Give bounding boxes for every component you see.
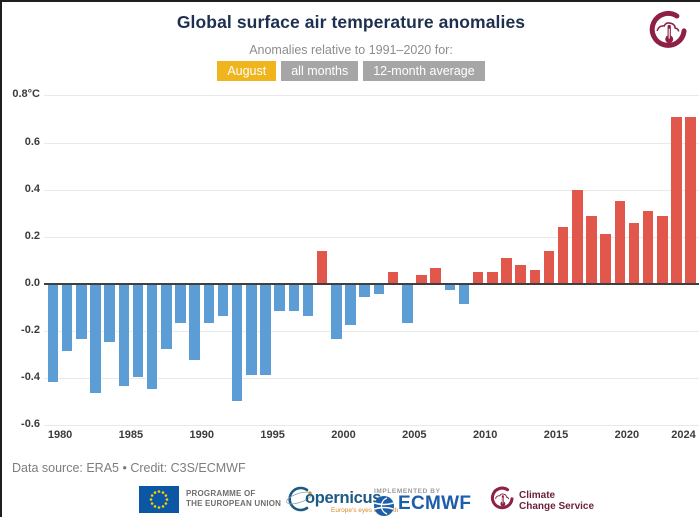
bar-1989[interactable] [189,284,200,361]
x-axis-label: 1990 [189,429,214,441]
bar-1990[interactable] [203,284,215,323]
bar-2004[interactable] [402,284,413,323]
x-axis-label: 2010 [472,429,498,441]
gridline [44,378,699,379]
c3s-logo-icon [488,486,515,517]
tab-all-months[interactable]: all months [281,61,359,81]
bar-1984[interactable] [118,284,130,387]
ecmwf-globe-icon [373,495,395,517]
eu-programme-label: PROGRAMME OF THE EUROPEAN UNION [186,489,281,509]
bar-2002[interactable] [373,284,385,295]
y-axis-label: 0.6 [24,136,40,148]
data-source-credit: Data source: ERA5 • Credit: C3S/ECMWF [12,461,246,475]
bar-1995[interactable] [274,284,285,311]
y-axis-label: -0.2 [21,324,40,336]
gridline [44,331,699,332]
chart-subtitle: Anomalies relative to 1991–2020 for: [249,43,453,57]
gridline [44,190,699,191]
bar-2009[interactable] [472,272,484,285]
footer-logos: PROGRAMME OF THE EUROPEAN UNION opernicu… [2,482,700,516]
bar-2007[interactable] [444,284,455,290]
bar-2001[interactable] [359,284,370,297]
bar-2019[interactable] [614,201,626,285]
bar-2008[interactable] [458,284,470,304]
eu-flag-icon [139,486,179,517]
bar-1979[interactable] [47,284,59,382]
bar-2017[interactable] [586,215,597,285]
y-axis-label: 0.8°C [12,88,40,100]
x-axis-label: 2024 [671,429,696,441]
implemented-by-label: IMPLEMENTED BY [374,488,441,495]
period-tabs: August all months 12-month average [2,61,700,81]
copernicus-c-icon [286,486,312,512]
y-axis-label: 0.2 [24,230,40,242]
bar-2012[interactable] [515,265,526,285]
bar-2021[interactable] [642,210,654,285]
bar-1986[interactable] [146,284,158,389]
gridline [44,143,699,144]
bar-1998[interactable] [316,251,328,285]
bar-1982[interactable] [90,284,101,394]
x-axis-label: 2015 [543,429,569,441]
page-title: Global surface air temperature anomalies [176,12,526,32]
c3s-line1: Climate [519,490,556,501]
bar-1993[interactable] [246,284,257,375]
bar-2005[interactable] [416,274,427,285]
x-axis-label: 2020 [614,429,640,441]
bar-1997[interactable] [302,284,314,316]
eu-programme-line2: THE EUROPEAN UNION [186,499,282,508]
tab-august[interactable]: August [217,61,277,81]
bar-2023[interactable] [671,116,682,285]
bar-2014[interactable] [543,251,555,285]
bar-2016[interactable] [572,189,583,285]
y-axis-label: 0.4 [24,183,40,195]
bar-1999[interactable] [331,284,342,340]
gridline [44,237,699,238]
copernicus-logo: opernicus Europe's eyes on Earth [283,484,398,514]
gridline [44,425,699,426]
c3s-corner-logo-icon [644,10,690,59]
bar-1992[interactable] [231,284,243,401]
bar-1994[interactable] [260,284,271,375]
gridline [44,95,699,96]
bar-1981[interactable] [76,284,87,340]
bar-2011[interactable] [501,258,512,285]
bar-1983[interactable] [104,284,115,342]
bar-1987[interactable] [161,284,172,349]
c3s-service-label: Climate Change Service [519,490,594,512]
bar-2013[interactable] [529,269,541,285]
ecmwf-wordmark: ECMWF [398,493,472,514]
bar-1991[interactable] [217,284,229,316]
x-axis-label: 1995 [260,429,285,441]
bar-2022[interactable] [657,215,668,285]
bar-2003[interactable] [387,272,399,285]
bar-2015[interactable] [557,227,569,285]
bar-2006[interactable] [430,267,441,285]
copernicus-wordmark: opernicus [305,489,382,507]
bar-2000[interactable] [345,284,356,326]
bar-1996[interactable] [288,284,300,311]
bar-1980[interactable] [61,284,73,351]
bar-2010[interactable] [487,272,498,285]
bar-1985[interactable] [132,284,144,377]
bar-2024[interactable] [685,116,696,285]
x-axis-label: 1985 [118,429,144,441]
y-axis-label: 0.0 [24,277,40,289]
x-axis-zero-line [44,283,699,285]
bar-2020[interactable] [628,222,640,285]
x-axis-label: 2005 [402,429,427,441]
y-axis-label: -0.6 [21,418,40,430]
c3s-line2: Change Service [519,501,595,512]
tab-12-month-average[interactable]: 12-month average [363,61,485,81]
bar-2018[interactable] [600,234,611,285]
eu-programme-line1: PROGRAMME OF [186,489,256,498]
x-axis-label: 1980 [47,429,73,441]
y-axis-label: -0.4 [21,371,40,383]
x-axis-label: 2000 [331,429,356,441]
copernicus-tagline: Europe's eyes on Earth [331,507,399,514]
bar-1988[interactable] [175,284,186,323]
